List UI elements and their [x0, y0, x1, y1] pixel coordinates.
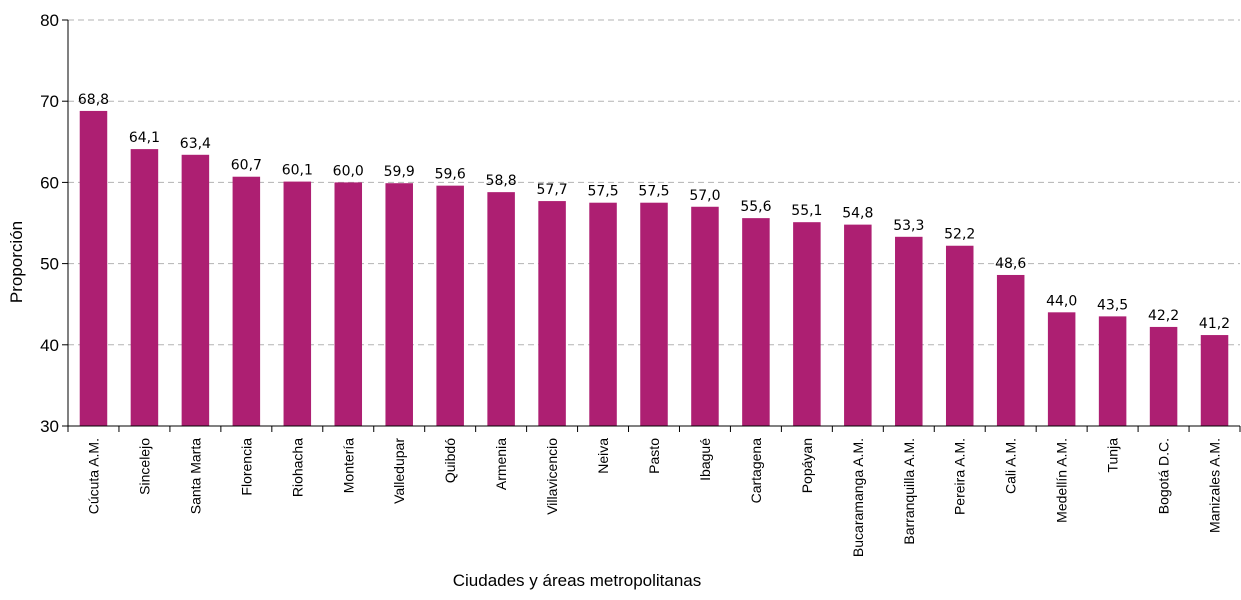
bar	[1200, 335, 1229, 426]
bar	[691, 206, 719, 426]
category-label: Armenia	[493, 438, 509, 490]
category-label: Santa Marta	[187, 438, 203, 514]
category-label: Pasto	[646, 438, 662, 474]
data-label: 57,5	[587, 184, 618, 200]
data-label: 63,4	[180, 136, 211, 152]
category-label: Popáyan	[799, 438, 815, 493]
bar	[640, 202, 668, 426]
data-label: 55,6	[740, 199, 771, 215]
category-label: Villavicencio	[544, 438, 560, 515]
bar	[283, 181, 312, 426]
category-label: Medellín A.M.	[1054, 438, 1070, 523]
data-label: 59,9	[384, 164, 415, 180]
data-label: 57,7	[537, 182, 568, 198]
bar	[589, 202, 617, 426]
x-axis-title: Ciudades y áreas metropolitanas	[453, 571, 702, 590]
y-axis-title: Proporción	[7, 221, 26, 303]
data-label: 42,2	[1148, 308, 1179, 324]
category-label: Sincelejo	[136, 438, 152, 495]
y-tick-label: 40	[40, 336, 59, 355]
bar	[1098, 316, 1127, 426]
category-label: Neiva	[595, 438, 611, 474]
data-label: 60,1	[282, 163, 313, 179]
category-label: Ibagué	[697, 438, 713, 481]
data-label: 53,3	[893, 218, 924, 234]
bar	[487, 192, 515, 426]
data-label: 55,1	[791, 203, 822, 219]
y-tick-label: 30	[40, 417, 59, 436]
bar	[1149, 326, 1178, 426]
bar	[895, 236, 923, 426]
data-label: 64,1	[129, 130, 160, 146]
category-label: Barranquilla A.M.	[901, 438, 917, 545]
y-tick-label: 70	[40, 92, 59, 111]
bar	[538, 201, 566, 426]
y-tick-label: 60	[40, 173, 59, 192]
data-label: 57,5	[638, 184, 669, 200]
bar	[79, 110, 108, 426]
category-label: Bucaramanga A.M.	[850, 438, 866, 557]
data-label: 54,8	[842, 206, 873, 222]
data-label: 41,2	[1199, 316, 1230, 332]
bars	[79, 110, 1229, 427]
bar	[742, 218, 770, 426]
category-label: Valledupar	[391, 438, 407, 504]
labels: 68,8 Cúcuta A.M. 64,1 Sincelejo 63,4 Santa Ma…	[78, 92, 1230, 557]
data-label: 43,5	[1097, 297, 1128, 313]
data-label: 44,0	[1046, 293, 1077, 309]
bar	[130, 149, 159, 426]
category-label: Riohacha	[289, 438, 305, 497]
data-label: 60,0	[333, 163, 364, 179]
category-label: Florencia	[238, 438, 254, 496]
y-tick-label: 80	[40, 11, 59, 30]
data-label: 68,8	[78, 92, 109, 108]
bar	[385, 183, 413, 426]
category-label: Bogotá D.C.	[1156, 438, 1172, 514]
data-label: 48,6	[995, 256, 1026, 272]
bar	[793, 222, 821, 426]
y-tick-label: 50	[40, 255, 59, 274]
category-label: Pereira A.M.	[952, 438, 968, 515]
category-label: Montería	[340, 438, 356, 493]
category-label: Manizales A.M.	[1207, 438, 1223, 533]
bar	[232, 176, 261, 426]
category-label: Cartagena	[748, 438, 764, 504]
bar	[334, 182, 363, 426]
data-label: 52,2	[944, 227, 975, 243]
category-label: Cali A.M.	[1003, 438, 1019, 494]
bar	[181, 154, 210, 427]
data-label: 57,0	[689, 188, 720, 204]
data-label: 59,6	[435, 167, 466, 183]
bar	[844, 224, 872, 426]
bar	[1047, 312, 1076, 426]
bar	[436, 185, 464, 426]
bar	[945, 245, 974, 426]
category-label: Tunja	[1105, 438, 1121, 473]
bar	[996, 274, 1025, 426]
gridlines	[68, 19, 1240, 346]
axes: 30 40 50 60 70 80	[40, 11, 1241, 436]
category-label: Cúcuta A.M.	[85, 438, 101, 514]
category-label: Quibdó	[442, 438, 458, 483]
data-label: 60,7	[231, 158, 262, 174]
data-label: 58,8	[486, 173, 517, 189]
